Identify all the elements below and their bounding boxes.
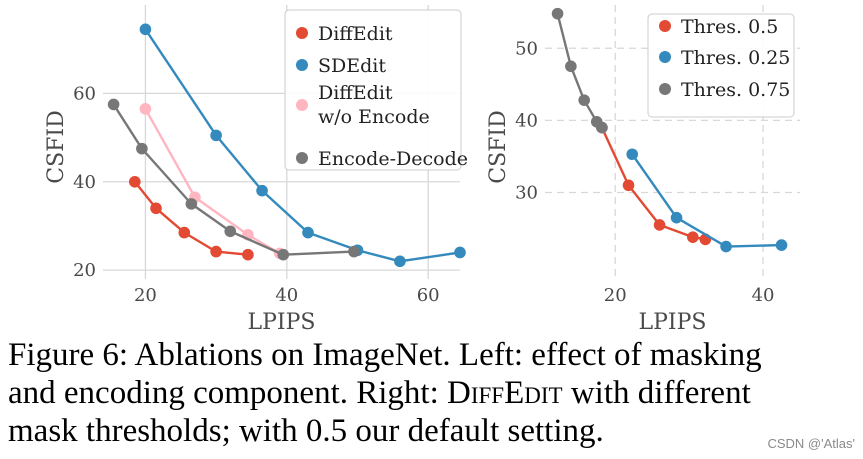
data-point [302, 226, 314, 239]
x-axis-label: LPIPS [248, 310, 316, 335]
legend-label: Thres. 0.25 [681, 47, 790, 69]
data-point [720, 240, 732, 253]
legend-box [647, 13, 795, 118]
caption-method-name: DiffEdit [447, 375, 563, 411]
chart-left: 20 40 60 20 40 60 LPIPS CSFID DiffEdit SDEdit Diff… [44, 5, 468, 335]
chart-right: 20 40 30 40 50 LPIPS CSFID Thres. 0.5 Thres. 0.2… [486, 5, 800, 335]
y-tick-label: 50 [515, 38, 538, 59]
data-point [277, 248, 290, 261]
data-point [565, 60, 577, 73]
data-point [185, 198, 198, 210]
legend-label: Thres. 0.5 [681, 16, 778, 38]
y-tick-label: 30 [515, 182, 538, 203]
data-point [139, 23, 152, 36]
data-point [129, 175, 141, 188]
series-line-1 [631, 153, 782, 248]
caption-line-2a: and encoding component. Right: [8, 375, 448, 411]
data-point [107, 98, 120, 111]
legend-marker [296, 59, 308, 71]
caption-line-1: Figure 6: Ablations on ImageNet. Left: e… [8, 337, 762, 373]
data-point [578, 94, 590, 106]
legend-marker [659, 83, 671, 95]
series-line-2 [556, 13, 603, 129]
data-point [775, 239, 788, 251]
data-point [596, 121, 608, 134]
data-point [136, 142, 148, 155]
legend-label-line2: w/o Encode [318, 106, 430, 128]
data-point [178, 226, 191, 239]
x-tick-label: 40 [752, 285, 775, 306]
series-line-3 [112, 103, 355, 256]
data-point [394, 255, 406, 268]
data-point [622, 179, 635, 192]
y-axis-label: CSFID [486, 110, 511, 184]
y-tick-label: 40 [73, 172, 96, 193]
data-point [454, 246, 466, 259]
caption-line-2b: with different [562, 375, 751, 411]
y-axis-label: CSFID [44, 110, 69, 184]
data-point [139, 103, 152, 115]
y-tick-label: 20 [73, 260, 96, 281]
data-point [210, 245, 222, 258]
x-tick-label: 20 [604, 285, 627, 306]
legend-marker [659, 51, 671, 63]
legend-marker [659, 20, 671, 32]
data-point [242, 248, 254, 261]
y-tick-label: 60 [73, 83, 96, 104]
legend-label: DiffEdit [318, 23, 393, 45]
legend-marker [296, 99, 308, 111]
legend-label: Encode-Decode [318, 148, 468, 170]
caption-line-3: mask thresholds; with 0.5 our default se… [8, 413, 604, 449]
x-tick-label: 20 [134, 285, 157, 306]
legend-label: Thres. 0.75 [681, 79, 790, 101]
legend-label: DiffEdit [318, 82, 393, 104]
data-point [256, 184, 268, 197]
legend-label: SDEdit [318, 55, 386, 77]
x-axis-label: LPIPS [639, 310, 707, 335]
legend-box [284, 9, 462, 171]
data-point [150, 202, 162, 215]
watermark: CSDN @'Atlas' [767, 436, 855, 451]
data-point [224, 225, 237, 238]
data-point [653, 219, 666, 231]
figure-caption: Figure 6: Ablations on ImageNet. Left: e… [8, 336, 858, 450]
data-point [670, 211, 683, 224]
data-point [210, 129, 222, 142]
data-point [687, 231, 699, 243]
legend-marker [296, 27, 308, 39]
legend-marker [296, 152, 308, 164]
y-tick-label: 40 [515, 110, 538, 131]
series-line-2 [144, 108, 281, 255]
data-point [348, 245, 360, 258]
x-tick-label: 60 [417, 285, 440, 306]
data-point [551, 7, 564, 20]
data-point [626, 148, 639, 161]
x-tick-label: 40 [275, 285, 298, 306]
